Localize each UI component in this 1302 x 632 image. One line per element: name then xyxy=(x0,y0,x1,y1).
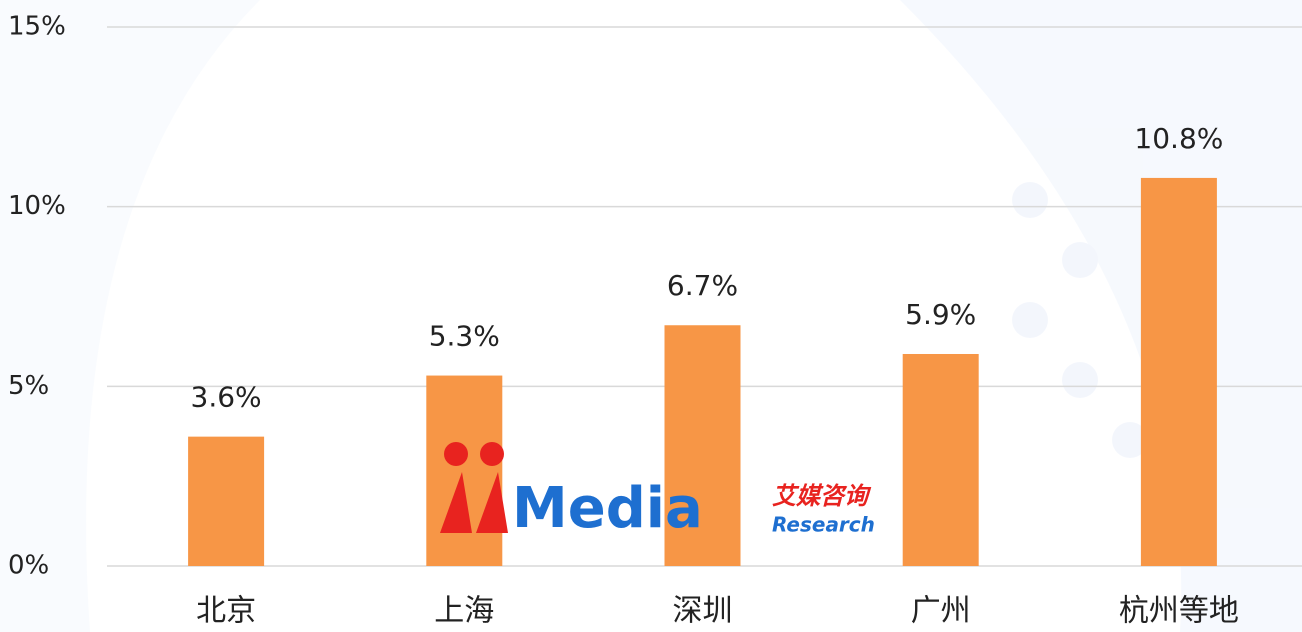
bar xyxy=(188,436,265,566)
x-tick-label: 上海 xyxy=(434,594,494,629)
bar xyxy=(1140,177,1217,567)
x-tick-label: 杭州等地 xyxy=(1119,594,1239,629)
watermark-sub: Research xyxy=(772,513,875,537)
watermark-name: 艾媒咨询 xyxy=(772,482,872,510)
value-label: 6.7% xyxy=(667,269,738,302)
value-label: 5.3% xyxy=(429,320,500,353)
bar xyxy=(664,325,741,566)
logo-dot xyxy=(444,442,468,466)
watermark-brand: Media xyxy=(512,476,703,541)
value-label: 10.8% xyxy=(1134,122,1223,155)
y-tick-label: 15% xyxy=(8,12,66,42)
y-tick-label: 5% xyxy=(8,371,49,401)
value-label: 5.9% xyxy=(905,298,976,331)
bar xyxy=(426,375,503,566)
x-tick-label: 深圳 xyxy=(673,594,733,629)
logo-dot xyxy=(480,442,504,466)
y-tick-label: 0% xyxy=(8,551,49,581)
x-tick-label: 广州 xyxy=(911,594,971,629)
value-label: 3.6% xyxy=(191,381,262,414)
y-tick-label: 10% xyxy=(8,191,66,221)
bar xyxy=(902,353,979,566)
x-tick-label: 北京 xyxy=(196,594,256,629)
watermark: Media 艾媒咨询 Research xyxy=(440,442,875,541)
logo-mark xyxy=(440,472,508,533)
